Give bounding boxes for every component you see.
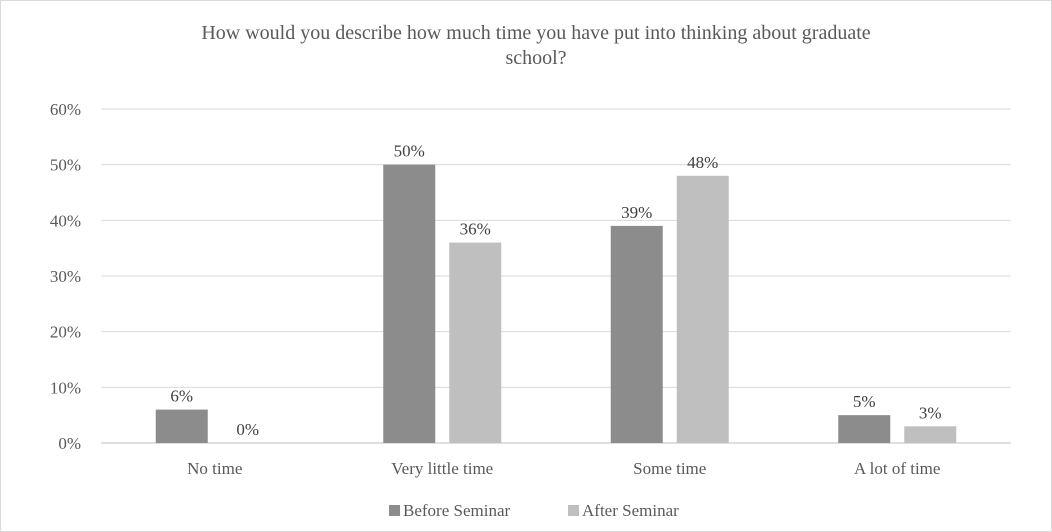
bar (676, 175, 729, 444)
category-label: A lot of time (854, 459, 940, 478)
data-label: 3% (919, 403, 942, 422)
bar (904, 426, 957, 443)
y-axis-ticks: 0% 10% 20% 30% 40% 50% 60% (50, 100, 81, 453)
bar (838, 415, 891, 443)
chart-title-line-2: school? (505, 47, 566, 69)
bar (610, 225, 663, 443)
legend-swatch (568, 505, 579, 516)
data-label: 48% (687, 153, 718, 172)
data-label: 36% (460, 220, 491, 239)
y-tick-label: 60% (50, 100, 81, 119)
data-label: 0% (236, 420, 259, 439)
legend-swatch (389, 505, 400, 516)
y-tick-label: 0% (58, 434, 81, 453)
legend-label: After Seminar (582, 501, 679, 520)
chart-title-line-1: How would you describe how much time you… (201, 22, 870, 44)
data-label: 6% (170, 387, 193, 406)
bars (155, 164, 957, 444)
y-tick-label: 20% (50, 323, 81, 342)
data-labels: 6% 0% 50% 36% 39% 48% 5% 3% (170, 142, 941, 439)
category-label: No time (187, 459, 242, 478)
y-tick-label: 50% (50, 156, 81, 175)
x-axis-categories: No time Very little time Some time A lot of… (187, 459, 940, 478)
gridlines (101, 108, 1011, 444)
legend: Before Seminar After Seminar (389, 501, 679, 520)
y-tick-label: 40% (50, 211, 81, 230)
y-tick-label: 30% (50, 267, 81, 286)
data-label: 50% (394, 142, 425, 161)
legend-label: Before Seminar (403, 501, 510, 520)
bar (383, 164, 436, 443)
category-label: Very little time (391, 459, 493, 478)
data-label: 5% (853, 392, 876, 411)
data-label: 39% (621, 203, 652, 222)
category-label: Some time (633, 459, 706, 478)
bar (449, 242, 502, 443)
bar (155, 409, 208, 443)
y-tick-label: 10% (50, 378, 81, 397)
